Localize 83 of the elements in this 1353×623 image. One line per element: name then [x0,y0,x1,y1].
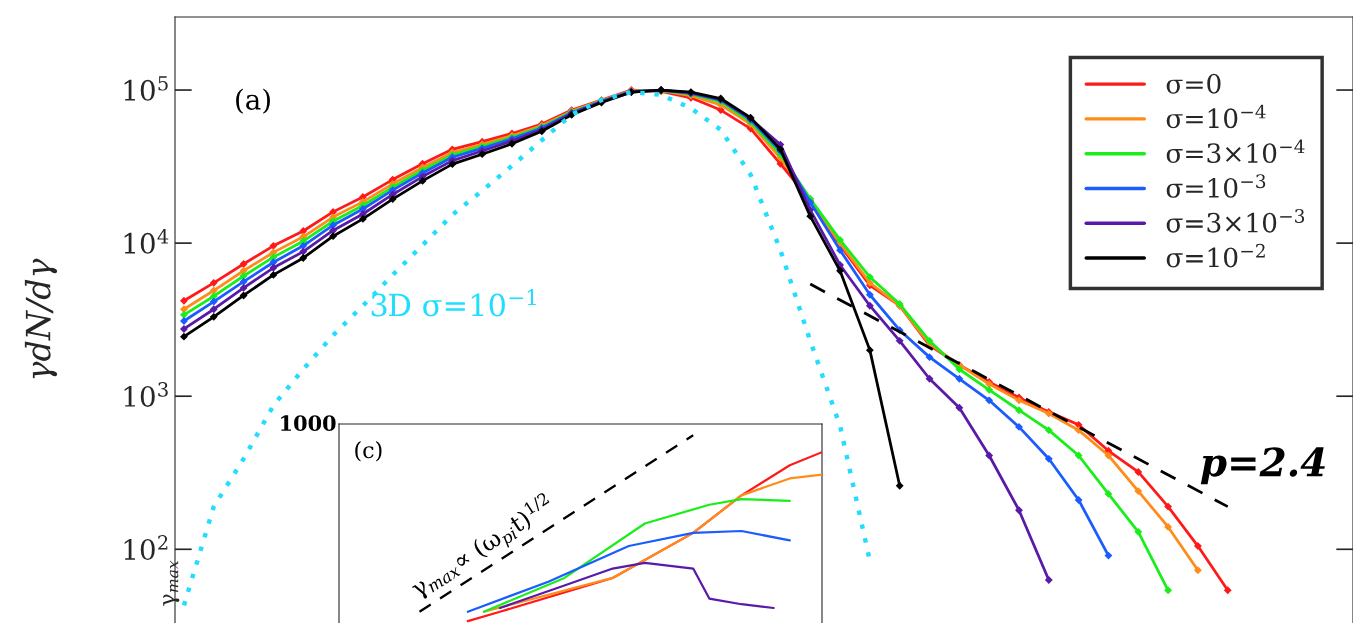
point [388,195,397,203]
point [1134,468,1143,476]
annotation: 1000 [281,415,336,432]
point [1044,454,1053,463]
point [1104,489,1113,498]
point [209,278,218,287]
point [1223,586,1232,595]
annotation: (c) [355,441,382,462]
point [209,305,218,314]
legend-label: σ=10$^{−2}$ [1166,243,1265,268]
point [239,291,248,300]
annotation: 3D σ=10$^{−1}$ [371,289,536,317]
point [865,301,874,310]
point [209,286,218,295]
point [180,332,188,341]
point [925,353,934,362]
point [955,365,964,374]
point [1193,566,1202,575]
legend-label: σ=3×10$^{−4}$ [1166,139,1305,164]
point [1074,451,1083,460]
point [1015,506,1023,515]
point [299,227,308,235]
point [239,272,248,280]
point [239,260,248,268]
point [180,310,188,319]
point [865,346,874,355]
point [209,297,218,306]
point [925,374,934,383]
point [1134,527,1143,536]
point [865,290,874,299]
y-tick-label: 10$^{3}$ [124,382,168,407]
legend-label: σ=0 [1166,73,1221,94]
point [865,273,874,282]
point [180,317,188,325]
point [329,226,337,235]
point [1134,487,1143,496]
point [1074,496,1083,504]
point [448,160,457,169]
annotation: p=2.4 [1200,447,1325,485]
legend-label: σ=10$^{−4}$ [1166,104,1266,129]
point [239,283,248,292]
annotation: γ$_{max}$∝ (ω$_{pi}$t)$^{1/2}$ [407,491,558,604]
point [269,241,278,250]
point [1044,426,1053,435]
annotation: (a) [236,88,270,114]
point [985,451,994,460]
point [985,385,994,394]
point [269,263,278,272]
point [985,396,994,405]
point [299,254,308,262]
point [299,247,308,256]
point [1164,586,1173,595]
point [1015,423,1023,431]
legend-label: σ=3×10$^{−3}$ [1166,208,1305,233]
point [806,212,815,221]
point [1164,522,1173,531]
point [1164,502,1173,511]
y-tick-label: 10$^{5}$ [124,76,168,101]
y-axis-title: γ$_{max}$ [163,560,180,606]
point [1193,542,1202,550]
point [358,214,367,223]
point [836,266,844,275]
point [836,235,844,244]
point [955,403,964,412]
point [329,232,337,241]
point [1104,551,1113,560]
point [1044,576,1053,584]
point [269,270,278,279]
y-tick-label: 10$^{2}$ [124,535,168,561]
point [180,296,188,305]
y-axis-title: γdN/dγ [24,258,58,379]
y-tick-label: 10$^{4}$ [124,228,169,254]
point [418,176,427,185]
point [209,312,218,321]
point [180,325,188,333]
legend-label: σ=10$^{−3}$ [1166,174,1266,198]
point [895,481,904,490]
point [478,150,487,159]
point [836,246,844,255]
point [955,374,964,383]
point [1015,406,1023,415]
point [895,336,904,345]
point [239,277,248,286]
